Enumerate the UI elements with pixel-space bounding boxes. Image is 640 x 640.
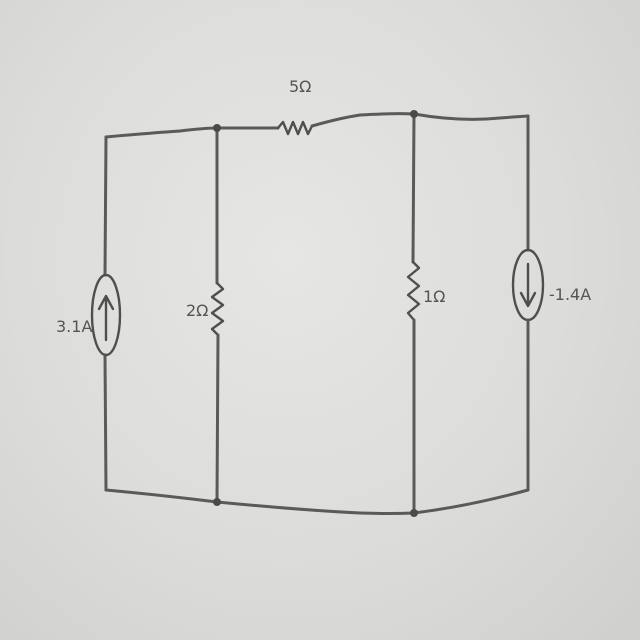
label-2-ohm: 2Ω bbox=[186, 301, 208, 320]
resistor-2-ohm bbox=[210, 281, 225, 337]
node-top-2-ohm bbox=[213, 124, 221, 132]
label-neg-1-4A: -1.4A bbox=[549, 285, 591, 304]
label-5-ohm: 5Ω bbox=[289, 77, 311, 96]
bottom-wire bbox=[104, 488, 530, 515]
down-arrow-icon bbox=[519, 262, 537, 308]
node-bottom-2-ohm bbox=[213, 498, 221, 506]
label-1-ohm: 1Ω bbox=[423, 287, 445, 306]
left-branch-wire-bottom bbox=[103, 353, 108, 492]
current-source-3-1A bbox=[90, 273, 122, 357]
up-arrow-icon bbox=[97, 294, 115, 342]
node-bottom-1-ohm bbox=[410, 509, 418, 517]
label-3-1A: 3.1A bbox=[56, 317, 92, 336]
resistor-5-ohm bbox=[276, 120, 314, 136]
branch-2-ohm-wire-bottom bbox=[215, 333, 220, 504]
top-wire-right bbox=[310, 112, 530, 128]
branch-1-ohm-wire-top bbox=[411, 112, 416, 264]
node-top-1-ohm bbox=[410, 110, 418, 118]
top-wire-left bbox=[104, 126, 280, 139]
left-branch-wire-top bbox=[103, 135, 108, 277]
resistor-1-ohm bbox=[406, 260, 421, 322]
